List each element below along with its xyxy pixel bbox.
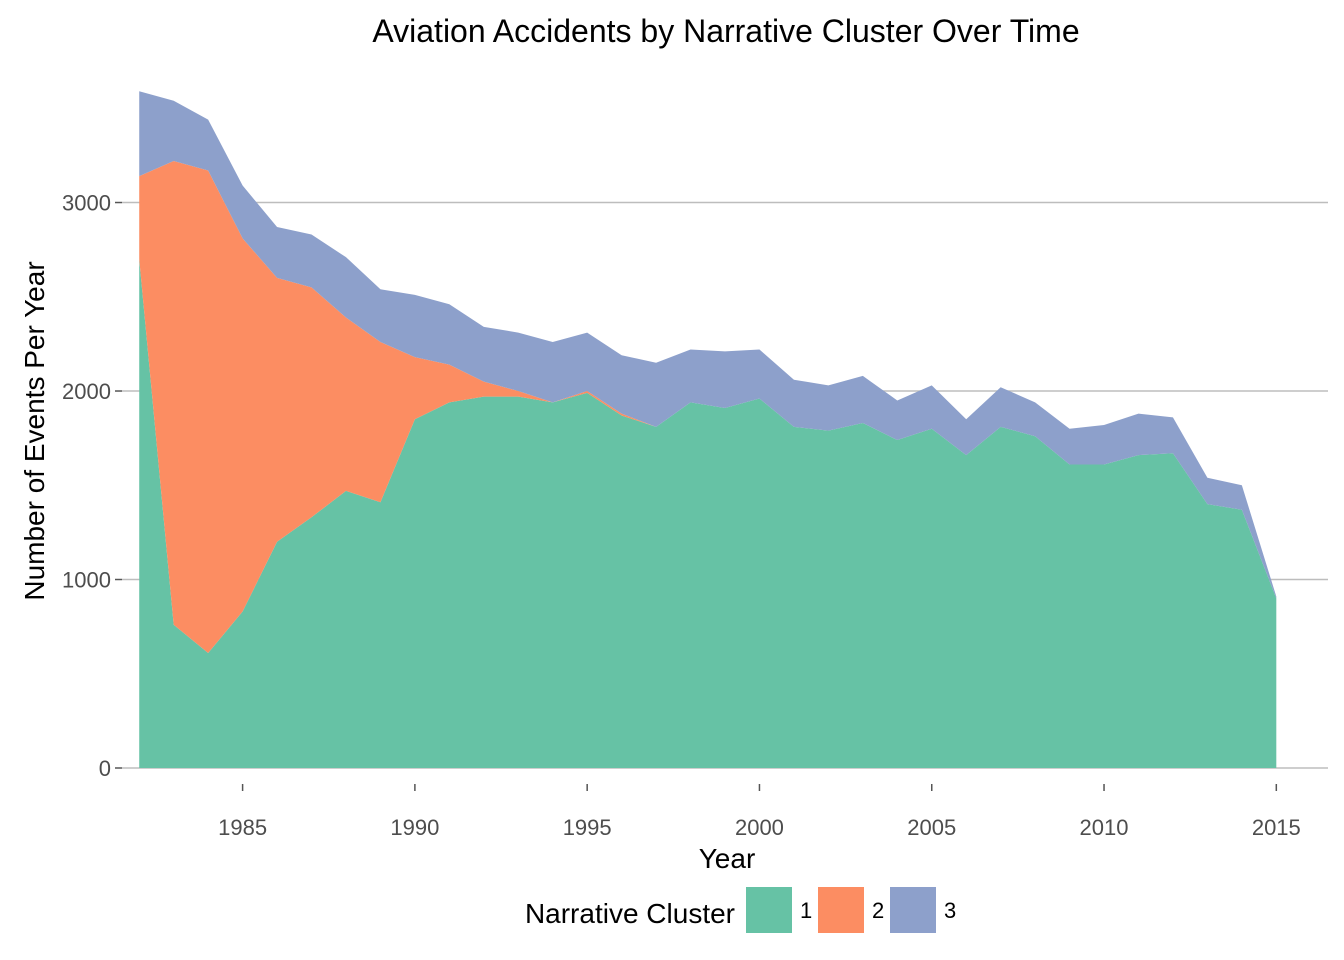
- x-tick-label-2015: 2015: [1252, 815, 1301, 840]
- y-tick-label-2000: 2000: [62, 379, 111, 404]
- legend-label-3: 3: [944, 898, 956, 923]
- legend-title: Narrative Cluster: [525, 898, 735, 929]
- legend-key-1: [746, 887, 792, 933]
- y-axis: 0 1000 2000 3000: [62, 191, 122, 781]
- y-tick-label-3000: 3000: [62, 191, 111, 216]
- area-series-1: [139, 259, 1277, 768]
- y-tick-label-1000: 1000: [62, 568, 111, 593]
- legend-label-1: 1: [800, 898, 812, 923]
- legend: Narrative Cluster 1 2 3: [525, 887, 956, 933]
- area-series-2: [139, 161, 1277, 654]
- legend-label-2: 2: [872, 898, 884, 923]
- x-axis: 1985 1990 1995 2000 2005 2010 2015: [218, 784, 1301, 840]
- y-axis-title: Number of Events Per Year: [19, 261, 50, 600]
- stacked-areas: [139, 91, 1277, 768]
- x-tick-label-2005: 2005: [907, 815, 956, 840]
- legend-key-2: [818, 887, 864, 933]
- y-tick-label-0: 0: [99, 756, 111, 781]
- x-tick-label-2000: 2000: [735, 815, 784, 840]
- x-tick-label-1985: 1985: [218, 815, 267, 840]
- x-tick-label-2010: 2010: [1080, 815, 1129, 840]
- legend-key-3: [890, 887, 936, 933]
- x-axis-title: Year: [699, 843, 756, 874]
- x-tick-label-1990: 1990: [390, 815, 439, 840]
- x-tick-label-1995: 1995: [563, 815, 612, 840]
- chart-title: Aviation Accidents by Narrative Cluster …: [372, 13, 1079, 49]
